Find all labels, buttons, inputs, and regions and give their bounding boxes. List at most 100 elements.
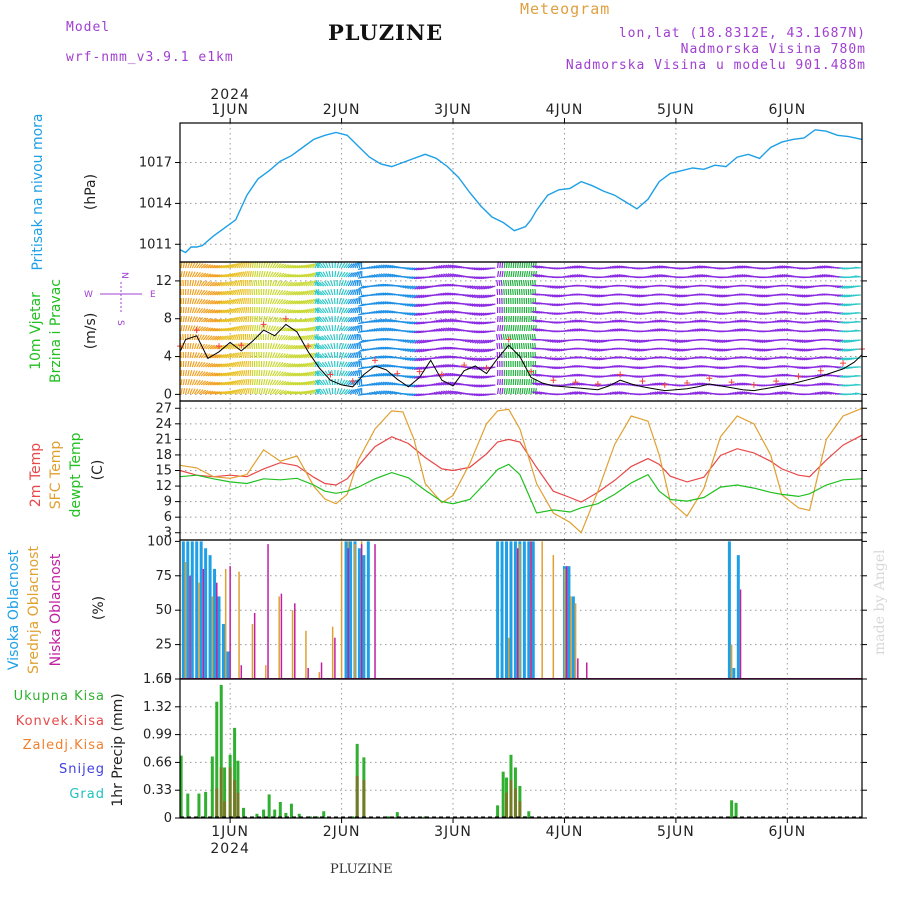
wind-arrow: [736, 265, 743, 269]
wind-arrow: [240, 262, 245, 269]
wind-arrow: [296, 264, 303, 269]
wind-arrow: [301, 309, 307, 314]
wind-arrow: [287, 318, 294, 323]
wind-arrow: [245, 388, 248, 395]
wind-arrow: [265, 307, 268, 314]
wind-arrow: [309, 272, 316, 278]
wind-arrow: [205, 335, 210, 341]
wind-arrow: [220, 274, 227, 278]
wind-arrow: [182, 315, 185, 323]
wind-arrow: [652, 374, 659, 377]
wind-arrow: [554, 339, 561, 344]
wind-arrow: [225, 308, 231, 314]
wind-arrow: [371, 311, 378, 314]
wind-arrow: [435, 265, 443, 269]
cloud-bar-srednja-oblacnost: [291, 610, 294, 679]
wind-arrow: [333, 351, 336, 359]
wind-arrow: [440, 319, 447, 323]
wind-arrow: [776, 374, 784, 377]
wind-arrow: [327, 352, 331, 359]
wind-arrow: [435, 302, 442, 305]
wind-arrow: [256, 387, 259, 395]
wind-arrow: [616, 274, 623, 278]
wind-arrow: [681, 339, 688, 344]
wind-arrow: [716, 339, 723, 343]
wind-arrow: [501, 262, 504, 269]
wind-arrow: [301, 264, 307, 269]
wind-arrow: [242, 316, 246, 323]
wind-arrow: [256, 270, 259, 278]
wind-arrow: [267, 262, 271, 269]
wind-arrow: [431, 275, 438, 278]
wind-arrow: [445, 364, 452, 368]
wind-arrow: [656, 265, 663, 269]
wind-arrow: [369, 329, 376, 332]
temp-unit: (C): [90, 460, 106, 481]
wind-arrow: [476, 348, 483, 353]
wind-arrow: [271, 388, 277, 395]
wind-arrow: [216, 363, 223, 368]
wind-arrow: [352, 316, 357, 323]
wind-arrow: [734, 383, 741, 386]
wind-arrow: [198, 272, 204, 278]
wind-arrow: [200, 389, 207, 395]
wind-arrow: [741, 265, 748, 269]
wind-arrow: [338, 279, 341, 287]
wind-arrow: [271, 370, 276, 377]
wind-arrow: [298, 327, 305, 332]
wind-arrow: [551, 285, 558, 289]
cloud-bar-visoka-oblacnost: [522, 541, 526, 679]
wind-arrow: [256, 262, 259, 269]
wind-arrow: [473, 312, 480, 316]
wind-arrow: [280, 334, 286, 341]
wind-arrow: [196, 271, 201, 278]
wind-arrow: [227, 308, 233, 314]
wind-arrow: [547, 339, 554, 343]
wind-arrow: [803, 294, 810, 298]
wind-arrow: [254, 270, 257, 278]
wind-arrow: [323, 335, 329, 341]
wind-arrow: [380, 318, 387, 323]
wind-arrow: [380, 364, 387, 368]
wind-arrow: [739, 265, 746, 269]
wind-arrow: [207, 362, 214, 368]
wind-arrow: [307, 389, 314, 395]
wind-arrow: [438, 293, 445, 296]
wind-arrow: [814, 383, 821, 386]
wind-arrow: [696, 265, 703, 269]
wind-arrow: [854, 275, 861, 278]
wind-arrow: [796, 303, 804, 306]
wind-arrow: [196, 379, 201, 386]
wind-arrow: [783, 328, 790, 332]
wind-arrow: [373, 382, 380, 386]
wind-arrow: [294, 335, 300, 341]
wind-arrow: [528, 387, 531, 395]
wind-arrow: [821, 328, 828, 332]
wind-arrow: [205, 299, 211, 305]
wind-arrow: [330, 298, 334, 305]
wind-arrow: [420, 339, 427, 344]
wind-arrow: [402, 357, 409, 360]
wind-arrow: [438, 273, 445, 278]
wind-arrow: [191, 370, 196, 377]
wind-arrow: [413, 375, 420, 379]
wind-arrow: [290, 264, 297, 269]
cloud-bar-niska-oblacnost: [530, 541, 532, 679]
wind-arrow: [649, 392, 656, 395]
wind-arrow: [269, 280, 273, 287]
wind-arrow: [438, 382, 445, 386]
wind-arrow: [193, 280, 197, 287]
wind-arrow: [347, 343, 352, 350]
wind-arrow: [699, 328, 706, 332]
wind-arrow: [294, 318, 301, 323]
wind-arrow: [689, 392, 697, 395]
wind-arrow: [290, 381, 296, 386]
wind-arrow: [718, 366, 726, 370]
wind-arrow: [797, 285, 804, 289]
wind-arrow: [409, 339, 416, 344]
wind-arrow: [223, 273, 230, 278]
precip-bar-convective: [236, 792, 240, 818]
wind-arrow: [319, 316, 325, 323]
wind-arrow: [229, 389, 236, 395]
wind-arrow: [283, 362, 289, 368]
